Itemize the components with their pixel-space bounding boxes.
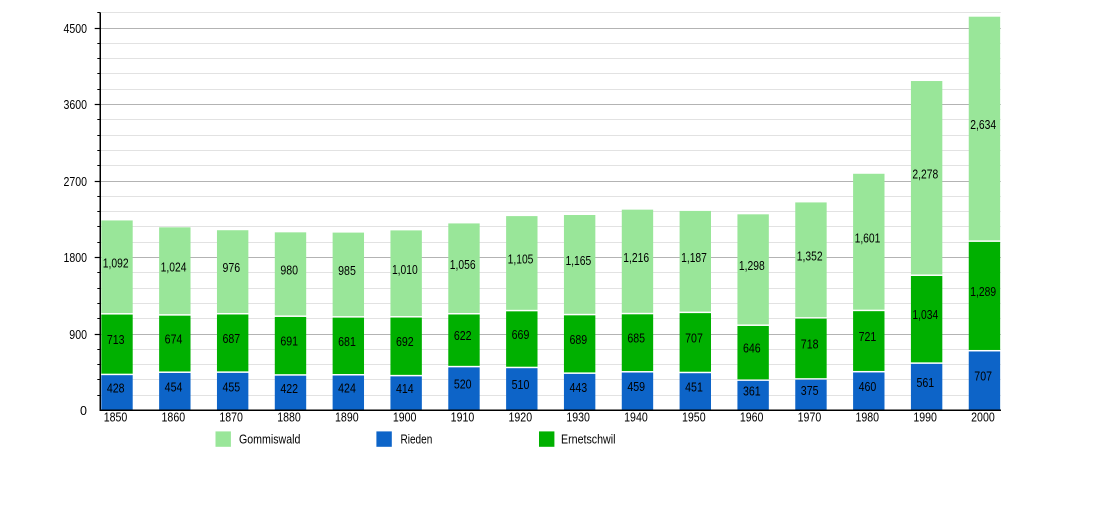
- svg-text:1,352: 1,352: [797, 249, 823, 263]
- svg-text:0: 0: [80, 404, 87, 418]
- svg-text:692: 692: [396, 335, 414, 349]
- svg-text:1980: 1980: [855, 411, 879, 425]
- svg-text:4500: 4500: [64, 22, 88, 36]
- svg-text:422: 422: [280, 382, 298, 396]
- svg-text:707: 707: [685, 331, 703, 345]
- svg-text:1940: 1940: [624, 411, 648, 425]
- svg-text:674: 674: [165, 333, 183, 347]
- svg-text:459: 459: [627, 380, 645, 394]
- svg-text:3600: 3600: [64, 98, 88, 112]
- svg-text:1850: 1850: [104, 411, 128, 425]
- svg-text:1,024: 1,024: [161, 260, 187, 274]
- svg-text:454: 454: [165, 380, 183, 394]
- svg-text:646: 646: [743, 342, 761, 356]
- svg-text:1,216: 1,216: [623, 251, 649, 265]
- svg-text:1990: 1990: [913, 411, 937, 425]
- svg-text:1960: 1960: [740, 411, 764, 425]
- svg-text:460: 460: [859, 380, 877, 394]
- svg-text:707: 707: [974, 370, 992, 384]
- svg-text:2,634: 2,634: [970, 118, 996, 132]
- svg-text:1890: 1890: [335, 411, 359, 425]
- svg-text:713: 713: [107, 333, 125, 347]
- svg-text:1,601: 1,601: [855, 231, 881, 245]
- svg-text:Gommiswald: Gommiswald: [239, 433, 300, 447]
- svg-text:1860: 1860: [162, 411, 186, 425]
- svg-text:718: 718: [801, 337, 819, 351]
- svg-text:375: 375: [801, 384, 819, 398]
- svg-text:424: 424: [338, 382, 356, 396]
- svg-text:455: 455: [223, 380, 241, 394]
- svg-text:1930: 1930: [566, 411, 590, 425]
- svg-text:1910: 1910: [451, 411, 475, 425]
- svg-text:980: 980: [280, 264, 298, 278]
- svg-text:721: 721: [859, 330, 877, 344]
- svg-text:1,187: 1,187: [681, 251, 707, 265]
- svg-text:451: 451: [685, 381, 703, 395]
- svg-text:1,105: 1,105: [508, 253, 534, 267]
- svg-text:510: 510: [512, 378, 530, 392]
- svg-text:2000: 2000: [971, 411, 995, 425]
- svg-text:2,278: 2,278: [912, 167, 938, 181]
- svg-text:520: 520: [454, 378, 472, 392]
- svg-text:443: 443: [569, 381, 587, 395]
- svg-text:1950: 1950: [682, 411, 706, 425]
- svg-text:689: 689: [569, 333, 587, 347]
- svg-text:900: 900: [69, 328, 87, 342]
- svg-text:669: 669: [512, 328, 530, 342]
- svg-text:1,092: 1,092: [103, 256, 129, 270]
- svg-text:985: 985: [338, 264, 356, 278]
- svg-text:361: 361: [743, 384, 761, 398]
- svg-text:1,056: 1,056: [450, 258, 476, 272]
- svg-text:1,298: 1,298: [739, 259, 765, 273]
- svg-text:1920: 1920: [509, 411, 533, 425]
- svg-text:1,034: 1,034: [912, 308, 938, 322]
- svg-text:681: 681: [338, 335, 356, 349]
- svg-text:622: 622: [454, 329, 472, 343]
- svg-text:428: 428: [107, 382, 125, 396]
- svg-text:1970: 1970: [798, 411, 822, 425]
- svg-text:1800: 1800: [64, 251, 88, 265]
- svg-text:1,165: 1,165: [565, 254, 591, 268]
- svg-text:976: 976: [223, 261, 241, 275]
- svg-text:1,010: 1,010: [392, 263, 418, 277]
- svg-text:2700: 2700: [64, 175, 88, 189]
- svg-text:685: 685: [627, 332, 645, 346]
- svg-text:687: 687: [223, 332, 241, 346]
- svg-text:Rieden: Rieden: [401, 433, 433, 447]
- svg-text:Ernetschwil: Ernetschwil: [561, 433, 616, 447]
- svg-text:1870: 1870: [219, 411, 243, 425]
- svg-text:1880: 1880: [277, 411, 301, 425]
- svg-text:414: 414: [396, 382, 414, 396]
- svg-text:561: 561: [916, 376, 934, 390]
- svg-text:1,289: 1,289: [970, 285, 996, 299]
- svg-text:691: 691: [280, 335, 298, 349]
- svg-text:1900: 1900: [393, 411, 417, 425]
